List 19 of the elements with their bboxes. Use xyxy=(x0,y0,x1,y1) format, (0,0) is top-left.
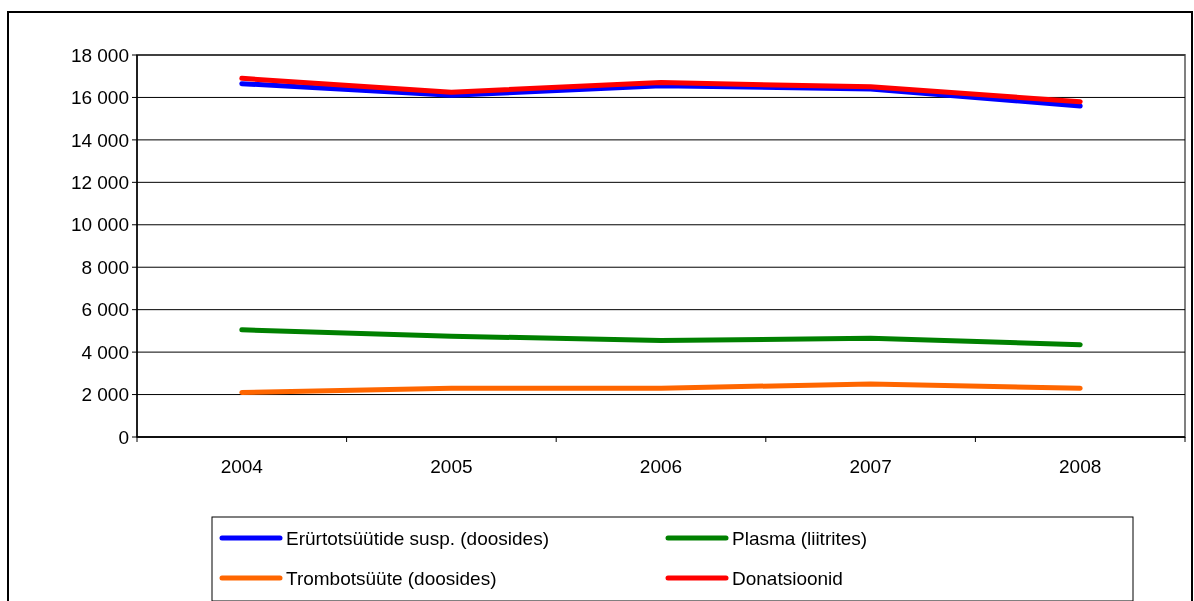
x-tick-label: 2004 xyxy=(220,456,264,477)
x-tick-label: 2006 xyxy=(639,456,683,477)
y-tick-label: 18 000 xyxy=(70,44,129,66)
y-tick-label: 2 000 xyxy=(81,384,129,406)
y-tick-label: 14 000 xyxy=(70,129,129,151)
y-tick-label: 0 xyxy=(118,426,129,448)
legend-label: Erürtotsüütide susp. (doosides) xyxy=(286,527,549,549)
x-tick-label: 2008 xyxy=(1059,456,1102,477)
x-tick-label: 2007 xyxy=(849,456,892,477)
x-tick-label: 2005 xyxy=(430,456,473,477)
legend-label: Plasma (liitrites) xyxy=(732,527,868,549)
y-tick-label: 4 000 xyxy=(81,341,129,363)
legend-label: Donatsioonid xyxy=(732,567,843,589)
y-tick-label: 12 000 xyxy=(70,171,129,193)
y-tick-label: 10 000 xyxy=(70,214,129,236)
legend-label: Trombotsüüte (doosides) xyxy=(286,567,497,589)
y-tick-label: 16 000 xyxy=(70,87,129,109)
y-tick-label: 8 000 xyxy=(81,256,129,278)
y-tick-label: 6 000 xyxy=(81,299,129,321)
